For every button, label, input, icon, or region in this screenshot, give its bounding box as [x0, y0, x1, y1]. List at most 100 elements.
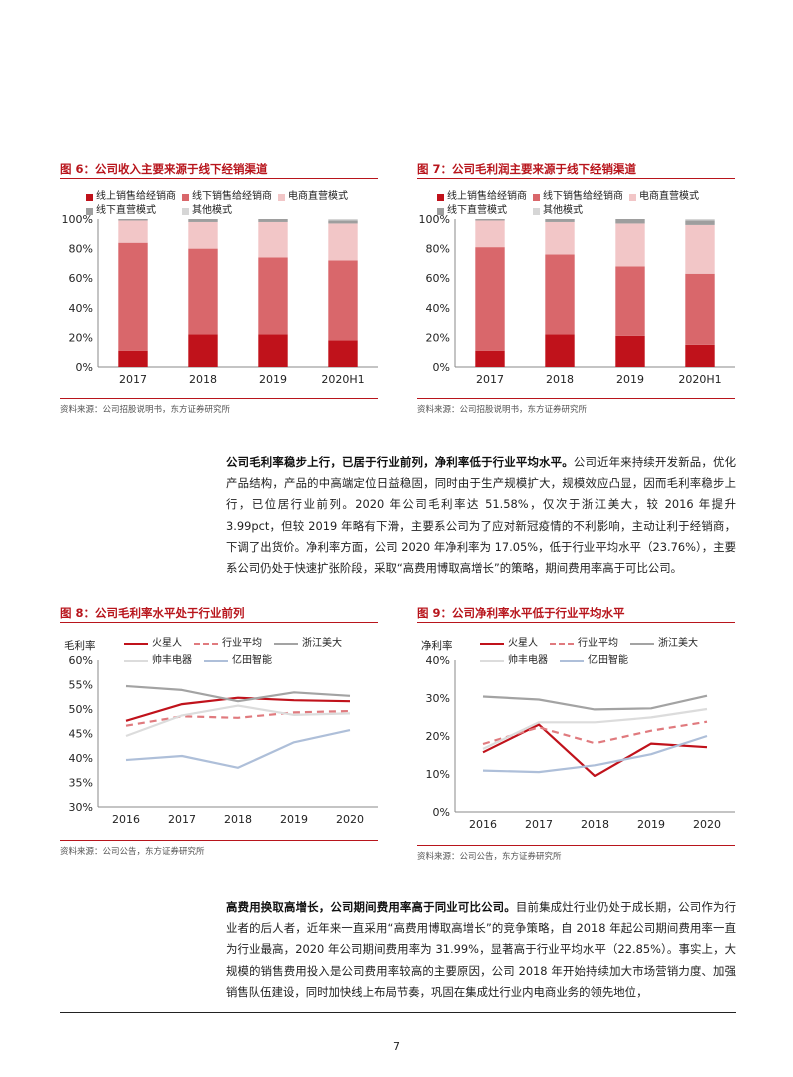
- fig6-legend-item: 线下销售给经销商: [182, 190, 272, 204]
- fig7-bar-segment: [475, 247, 505, 351]
- fig7-bar-segment: [615, 223, 645, 267]
- fig6-bar-segment: [328, 220, 358, 224]
- fig7-legend-label: 其他模式: [543, 205, 583, 216]
- fig7-bar-segment: [685, 219, 715, 221]
- fig9-legend-row2: 帅丰电器 亿田智能: [480, 654, 704, 668]
- fig6-bar-segment: [118, 220, 148, 243]
- fig8-xtick-label: 2018: [224, 813, 252, 826]
- fig9-legend-item: 火星人: [480, 637, 538, 651]
- fig9-series-line: [482, 734, 708, 774]
- fig7-ytick-label: 60%: [426, 272, 450, 285]
- fig6-bar-segment: [188, 221, 218, 249]
- fig6-ytick-label: 60%: [69, 272, 93, 285]
- fig7-legend-label: 电商直营模式: [639, 191, 699, 202]
- fig8-ytick-label: 60%: [69, 654, 93, 667]
- fig8-series-line: [125, 696, 351, 722]
- fig7-ytick-label: 100%: [419, 213, 450, 226]
- page-number: 7: [393, 1040, 400, 1053]
- fig6-ytick-label: 20%: [69, 331, 93, 344]
- fig7-ytick-label: 80%: [426, 243, 450, 256]
- fig6-source: 资料来源：公司招股说明书，东方证券研究所: [60, 398, 378, 415]
- footer-rule: [60, 1012, 736, 1013]
- fig7-bar-segment: [685, 224, 715, 274]
- paragraph-body: 公司近年来持续开发新品，优化产品结构，产品的中高端定位日益稳固，同时由于生产规模…: [226, 455, 736, 576]
- fig8-legend-label: 火星人: [152, 638, 182, 649]
- fig6-bar-segment: [328, 340, 358, 367]
- fig8-ytick-label: 55%: [69, 679, 93, 692]
- fig9-series-line: [482, 720, 708, 746]
- fig6-ytick-label: 0%: [76, 361, 93, 374]
- fig7-ytick-label: 40%: [426, 302, 450, 315]
- fig6-legend-label: 线下直营模式: [96, 205, 156, 216]
- fig9-xtick-label: 2017: [525, 818, 553, 831]
- fig9-ylabel: 净利率: [421, 640, 453, 652]
- fig7-bar-segment: [685, 344, 715, 367]
- fig8-series-line: [125, 729, 351, 769]
- fig7-legend-item: 其他模式: [533, 204, 583, 218]
- fig7-xtick-label: 2018: [546, 373, 574, 386]
- fig6-xtick-label: 2018: [189, 373, 217, 386]
- fig7-bar-segment: [615, 266, 645, 336]
- fig8-legend-item: 亿田智能: [204, 654, 272, 668]
- fig8-series-line: [125, 684, 351, 703]
- fig9-xtick-label: 2019: [637, 818, 665, 831]
- fig7-legend-row1: 线上销售给经销商 线下销售给经销商 电商直营模式: [437, 190, 705, 204]
- fig6-bar-segment: [188, 219, 218, 222]
- fig9-legend-item: 亿田智能: [560, 654, 628, 668]
- fig6-legend-label: 其他模式: [192, 205, 232, 216]
- fig8-legend-label: 行业平均: [222, 638, 262, 649]
- fig9-title: 图 9：公司净利率水平低于行业平均水平: [417, 604, 735, 623]
- fig9-legend-item: 浙江美大: [630, 637, 698, 651]
- fig9-series-line: [482, 707, 708, 750]
- fig8-legend-item: 行业平均: [194, 637, 262, 651]
- fig9-legend-label: 浙江美大: [658, 638, 698, 649]
- fig9-legend-item: 帅丰电器: [480, 654, 548, 668]
- paragraph-lead: 公司毛利率稳步上行，已居于行业前列，净利率低于行业平均水平。: [226, 455, 574, 469]
- fig7-bar-segment: [475, 350, 505, 367]
- fig8-legend-label: 帅丰电器: [152, 655, 192, 666]
- fig6-legend-item: 电商直营模式: [278, 190, 348, 204]
- fig8-series-line: [125, 709, 351, 727]
- fig7-chart: 0% 20% 40% 60% 80% 100% 2017 2018 2019 2020H1: [419, 213, 735, 386]
- fig6-legend-item: 线上销售给经销商: [86, 190, 176, 204]
- fig7-xtick-label: 2017: [476, 373, 504, 386]
- fig8-legend-row2: 帅丰电器 亿田智能: [124, 654, 348, 668]
- fig7-legend-item: 线上销售给经销商: [437, 190, 527, 204]
- fig7-bar-segment: [685, 220, 715, 225]
- fig8-ytick-label: 45%: [69, 728, 93, 741]
- fig6-bar-segment: [258, 334, 288, 367]
- fig7-legend: 线上销售给经销商 线下销售给经销商 电商直营模式 线下直营模式 其他模式: [437, 190, 705, 218]
- fig6-bar-segment: [328, 260, 358, 341]
- fig6-legend-item: 其他模式: [182, 204, 232, 218]
- fig9-xtick-label: 2016: [469, 818, 497, 831]
- fig8-legend-item: 帅丰电器: [124, 654, 192, 668]
- fig7-legend-row2: 线下直营模式 其他模式: [437, 204, 705, 218]
- fig7-legend-label: 线下销售给经销商: [543, 191, 623, 202]
- fig6-bar-segment: [258, 219, 288, 222]
- fig6-title: 图 6：公司收入主要来源于线下经销渠道: [60, 160, 378, 179]
- paragraph-expenses: 高费用换取高增长，公司期间费用率高于同业可比公司。目前集成灶行业仍处于成长期，公…: [226, 897, 736, 1003]
- fig6-bar-segment: [328, 219, 358, 221]
- fig9-ytick-label: 10%: [426, 768, 450, 781]
- fig6-ytick-label: 100%: [62, 213, 93, 226]
- fig6-ytick-label: 80%: [69, 243, 93, 256]
- fig6-chart: 0% 20% 40% 60% 80% 100% 2017 2018 2019 2020H1: [62, 213, 378, 386]
- fig6-bar-segment: [328, 223, 358, 261]
- fig7-legend-label: 线下直营模式: [447, 205, 507, 216]
- fig6-legend: 线上销售给经销商 线下销售给经销商 电商直营模式 线下直营模式 其他模式: [86, 190, 354, 218]
- fig6-xtick-label: 2020H1: [321, 373, 364, 386]
- fig9-legend-label: 行业平均: [578, 638, 618, 649]
- fig7-bar-segment: [615, 335, 645, 367]
- fig9-legend: 火星人 行业平均 浙江美大 帅丰电器 亿田智能: [480, 637, 704, 668]
- fig8-legend-label: 浙江美大: [302, 638, 342, 649]
- fig7-legend-item: 线下销售给经销商: [533, 190, 623, 204]
- fig6-bar-segment: [118, 219, 148, 221]
- fig8-series-line: [125, 704, 351, 738]
- fig8-source: 资料来源：公司公告，东方证券研究所: [60, 840, 378, 857]
- fig8-xtick-label: 2017: [168, 813, 196, 826]
- fig6-bar-segment: [118, 350, 148, 367]
- fig9-xtick-label: 2018: [581, 818, 609, 831]
- fig8-chart: 30% 35% 40% 45% 50% 55% 60% 2016 2017 2018 2019 202…: [69, 654, 378, 826]
- fig6-bar-segment: [258, 221, 288, 258]
- fig7-bar-segment: [545, 254, 575, 335]
